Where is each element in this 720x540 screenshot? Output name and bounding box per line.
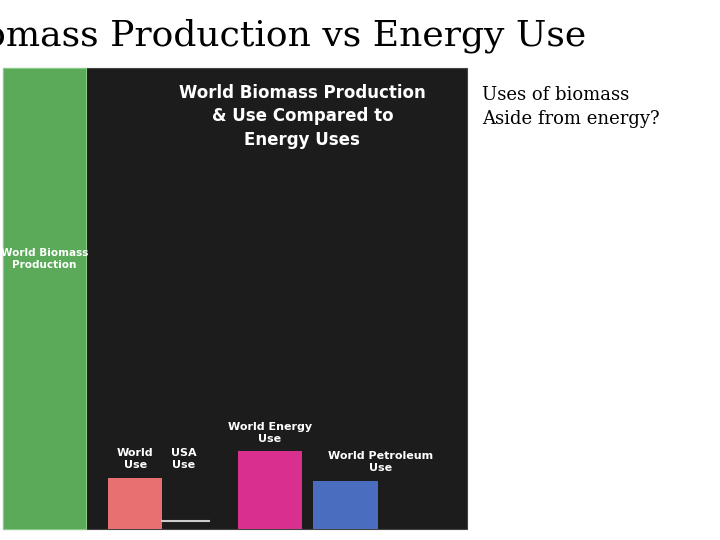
Text: Biomass Production vs Energy Use: Biomass Production vs Energy Use [0,19,587,53]
Bar [3,68,86,529]
Bar [238,451,302,529]
Text: World Petroleum
Use: World Petroleum Use [328,451,433,473]
Text: World Biomass Production
& Use Compared to
Energy Uses: World Biomass Production & Use Compared … [179,84,426,149]
Text: Uses of biomass
Aside from energy?: Uses of biomass Aside from energy? [482,86,660,128]
Text: USA
Use: USA Use [171,448,197,470]
Text: World
Use: World Use [117,448,153,470]
Text: World Biomass
Production: World Biomass Production [1,248,89,270]
Bar [3,68,467,529]
Bar [108,478,162,529]
Text: World Energy
Use: World Energy Use [228,422,312,444]
Bar [313,481,378,529]
